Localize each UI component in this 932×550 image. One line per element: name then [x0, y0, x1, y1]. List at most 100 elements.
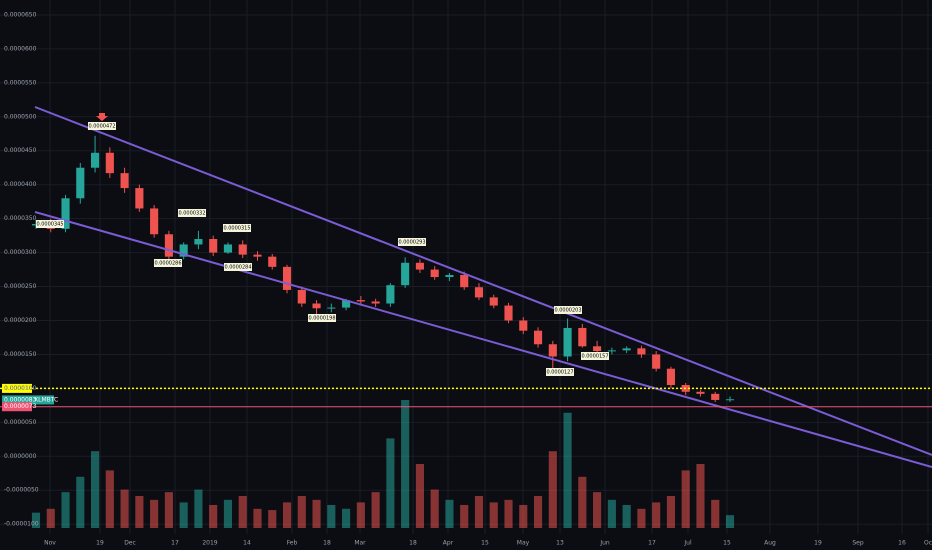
annotation-box	[154, 259, 182, 267]
candle-body	[725, 399, 735, 401]
y-tick-label: 0.0000250	[4, 283, 37, 290]
volume-bar	[460, 504, 469, 528]
x-tick-label: Sep	[852, 540, 864, 547]
y-tick-label: 0.0000600	[4, 45, 37, 52]
volume-bar	[504, 499, 513, 528]
candle-body	[327, 307, 336, 309]
volume-bar	[415, 464, 424, 528]
volume-bar	[179, 502, 188, 528]
candle-body	[593, 346, 602, 352]
volume-bar	[666, 496, 675, 528]
x-tick-label: 19	[96, 540, 104, 547]
volume-bar	[46, 508, 55, 528]
lower-trend-line	[34, 211, 932, 468]
volume-bar	[194, 489, 203, 528]
candle-body	[223, 244, 233, 253]
volume-bar	[489, 502, 498, 528]
x-tick-label: Feb	[287, 540, 298, 547]
x-tick-label: 17	[648, 540, 656, 547]
upper-trend-line	[34, 106, 932, 456]
annotation-box	[224, 263, 252, 271]
annotation: 0.0000203	[554, 308, 581, 314]
x-tick-label: 18	[409, 540, 417, 547]
x-tick-label: Nov	[44, 540, 56, 547]
volume-bar	[637, 508, 646, 528]
candle-body	[386, 285, 395, 304]
volume-bar	[474, 496, 484, 528]
y-tick-label: 0.0000200	[4, 317, 37, 324]
volume-bar	[76, 476, 85, 528]
symbol-label: XLMBTC	[34, 396, 58, 403]
volume-pane	[31, 400, 735, 528]
price-label-box	[2, 395, 54, 405]
volume-bar	[593, 492, 602, 528]
volume-bar	[31, 512, 41, 528]
volume-bar	[120, 489, 129, 528]
volume-bar	[681, 470, 690, 528]
volume-bar	[652, 502, 661, 528]
annotation-box	[554, 306, 582, 314]
x-tick-label: 18	[323, 540, 331, 547]
volume-bar	[282, 502, 292, 528]
candle-body	[297, 289, 306, 304]
candle-body	[356, 300, 365, 302]
price-label: 0.0000100	[4, 385, 37, 392]
volume-bar	[135, 496, 144, 528]
volume-bar	[533, 496, 543, 528]
candle-body	[105, 152, 114, 174]
x-tick-label: 15	[723, 540, 731, 547]
volume-bar	[401, 400, 410, 528]
grid	[0, 0, 932, 534]
candle-body	[607, 350, 616, 352]
candle-body	[401, 262, 410, 286]
volume-bar	[622, 504, 631, 528]
annotation: 0.0000315	[223, 226, 250, 232]
volume-bar	[105, 470, 114, 528]
volume-bar	[342, 508, 351, 528]
volume-bar	[209, 504, 218, 528]
x-tick-label: 14	[243, 540, 251, 547]
volume-bar	[253, 508, 262, 528]
x-axis-band	[0, 534, 932, 550]
candle-body	[563, 327, 572, 357]
y-tick-label: 0.0000450	[4, 147, 37, 154]
candle-body	[445, 275, 454, 278]
x-tick-label: 15	[481, 540, 489, 547]
arrow-marker	[96, 113, 108, 121]
annotation-box	[88, 122, 116, 130]
y-tick-label: 0.0000100	[4, 385, 37, 392]
annotation: 0.0000284	[224, 265, 251, 271]
candle-body	[61, 198, 70, 229]
annotation: 0.0000332	[178, 211, 205, 217]
y-tick-label: -0.0000050	[4, 487, 39, 494]
volume-bar	[312, 499, 321, 528]
y-tick-label: 0.0000000	[4, 453, 37, 460]
volume-bar	[371, 492, 380, 528]
candle-body	[533, 330, 543, 345]
candle-body	[578, 327, 587, 347]
candle-body	[209, 239, 218, 253]
annotation-box	[223, 224, 251, 232]
candle-body	[652, 354, 661, 369]
x-tick-label: 13	[556, 540, 564, 547]
candle-body	[430, 269, 439, 278]
annotation: 0.0000293	[398, 240, 425, 246]
candle-body	[179, 244, 188, 257]
annotation-box	[36, 220, 64, 228]
volume-bar	[164, 492, 173, 528]
price-label: 0.0000083	[4, 396, 37, 403]
annotation: 0.0000127	[546, 370, 573, 376]
candle-body	[666, 368, 675, 385]
candle-body	[135, 188, 144, 209]
annotation: 0.0000472	[88, 124, 115, 130]
candle-body	[282, 266, 292, 290]
annotation-box	[178, 209, 206, 217]
x-tick-label: Dec	[124, 540, 136, 547]
volume-bar	[578, 476, 587, 528]
candle-body	[711, 393, 720, 400]
annotation-box	[308, 314, 336, 322]
candle-body	[474, 287, 484, 298]
candle-body	[489, 297, 498, 306]
y-tick-label: 0.0000550	[4, 79, 37, 86]
